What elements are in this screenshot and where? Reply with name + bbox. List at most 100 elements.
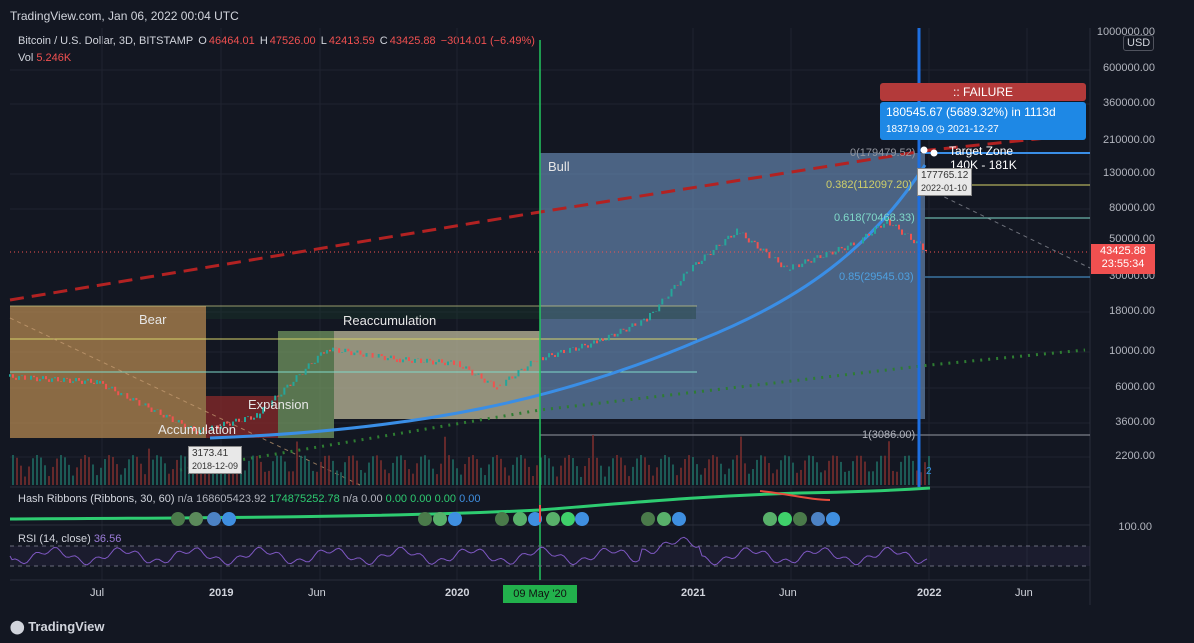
volume-bar xyxy=(672,464,674,485)
volume-bar xyxy=(84,455,86,485)
volume-bar xyxy=(416,463,418,485)
symbol-legend: Bitcoin / U.S. Dollar, 3D, BITSTAMP O 464… xyxy=(18,35,537,47)
volume-bar xyxy=(668,457,670,485)
hash-v3: 174875252.78 xyxy=(269,493,340,505)
volume-bar xyxy=(352,455,354,485)
volume-bar xyxy=(440,463,442,485)
volume-bar xyxy=(880,455,882,485)
hash-v5: 0.00 xyxy=(361,493,383,505)
fib-label-618: 0.618(70468.33) xyxy=(834,212,915,224)
volume-bar xyxy=(904,455,906,485)
volume-bar xyxy=(800,469,802,485)
volume-bar xyxy=(532,476,534,485)
volume-bar xyxy=(908,455,910,485)
price-tick-label: 2200.00 xyxy=(1115,450,1155,462)
volume-bar xyxy=(716,456,718,485)
volume-bar xyxy=(132,455,134,485)
volume-bar xyxy=(332,460,334,485)
volume-bar xyxy=(196,469,198,485)
volume-bar xyxy=(748,473,750,485)
zone-label-accumulation: Accumulation xyxy=(158,422,237,437)
volume-bar xyxy=(108,455,110,485)
volume-bar xyxy=(164,463,166,485)
volume-bar xyxy=(100,467,102,485)
volume-bar xyxy=(928,456,930,485)
volume-bar xyxy=(924,462,926,485)
low-point-tooltip: 3173.41 2018-12-09 xyxy=(188,446,243,474)
volume-bar xyxy=(892,470,894,485)
volume-bar xyxy=(128,459,130,485)
volume-bar xyxy=(300,455,302,485)
volume-bar xyxy=(884,455,886,485)
volume-bar xyxy=(584,466,586,485)
volume-bar xyxy=(56,458,58,485)
volume-bar xyxy=(604,476,606,485)
time-tick-label: 2022 xyxy=(917,587,942,599)
fib-label-0: 0(179479.52) xyxy=(850,147,916,159)
volume-bar xyxy=(448,455,450,485)
volume-bar xyxy=(292,471,294,485)
volume-bar xyxy=(368,462,370,485)
volume-bar xyxy=(288,471,290,485)
volume-bar xyxy=(708,459,710,485)
volume-bar xyxy=(548,458,550,485)
volume-bar xyxy=(872,471,874,485)
volume-bar xyxy=(184,456,186,485)
volume-bar xyxy=(736,455,738,485)
volume-bar xyxy=(96,475,98,485)
volume-bar xyxy=(392,462,394,485)
volume-bar xyxy=(272,461,274,485)
volume-bar xyxy=(176,459,178,485)
volume-bar xyxy=(920,472,922,485)
measure-value: 183719.09 xyxy=(886,124,934,135)
currency-button[interactable]: USD xyxy=(1123,35,1155,51)
volume-bar xyxy=(460,474,462,485)
volume-bar xyxy=(336,470,338,485)
volume-bar xyxy=(284,461,286,485)
volume-bar xyxy=(220,469,222,485)
volume-bar xyxy=(276,455,278,485)
volume-bar xyxy=(12,455,14,485)
time-tick-label: 2021 xyxy=(681,587,706,599)
failure-label: :: FAILURE xyxy=(880,83,1086,101)
volume-bar xyxy=(552,466,554,485)
volume-bar xyxy=(620,457,622,485)
tradingview-logo[interactable]: ⬤ TradingView xyxy=(10,619,105,635)
ohlc-close-label: C xyxy=(379,35,388,47)
volume-bar xyxy=(500,458,502,485)
volume-bar xyxy=(280,455,282,485)
top-point-tooltip: 177765.12 2022-01-10 xyxy=(917,168,973,196)
volume-bar xyxy=(488,464,490,485)
target-zone-label: Target Zone xyxy=(949,144,1014,158)
volume-bar xyxy=(116,464,118,485)
volume-bar xyxy=(52,466,54,485)
reaccumulation-band xyxy=(206,306,696,319)
volume-bar xyxy=(480,467,482,485)
volume-bar xyxy=(244,470,246,485)
volume-bar xyxy=(912,460,914,485)
volume-bar xyxy=(432,468,434,485)
volume-bar xyxy=(492,457,494,485)
volume-bar xyxy=(148,448,150,485)
volume-bar xyxy=(600,465,602,485)
candle-countdown: 23:55:34 xyxy=(1101,258,1145,270)
volume-bar xyxy=(640,455,642,485)
rsi-scale-top: 100.00 xyxy=(1118,521,1152,533)
volume-bar xyxy=(564,457,566,485)
volume-bar xyxy=(88,457,90,485)
price-tick-label: 360000.00 xyxy=(1103,97,1155,109)
volume-bar xyxy=(372,456,374,485)
volume-bar xyxy=(360,469,362,485)
price-tick-label: 80000.00 xyxy=(1109,202,1155,214)
volume-bar xyxy=(636,458,638,485)
volume-bar xyxy=(728,468,730,485)
volume-bar xyxy=(704,468,706,485)
volume-bar xyxy=(264,471,266,485)
volume-bar xyxy=(340,472,342,485)
measure-box: 180545.67 (5689.32%) in 1113d 183719.09 … xyxy=(880,102,1086,140)
volume-bar xyxy=(320,461,322,485)
volume-bar xyxy=(124,468,126,485)
ohlc-low: 42413.59 xyxy=(328,35,375,47)
volume-bar xyxy=(180,455,182,485)
